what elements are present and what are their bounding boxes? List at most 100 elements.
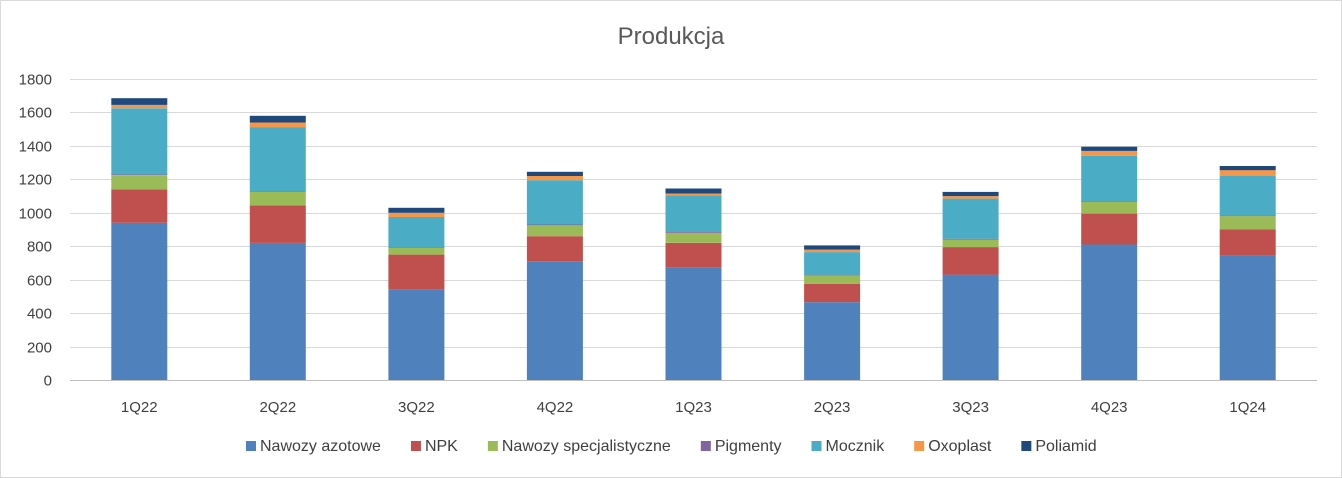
bar-segment xyxy=(1219,176,1276,216)
bar-segment xyxy=(388,289,445,380)
bar-segment xyxy=(388,207,445,213)
bar-segment xyxy=(804,274,861,276)
bar-segment xyxy=(804,252,861,275)
y-tick-label: 1400 xyxy=(19,139,52,156)
legend-swatch xyxy=(811,441,822,451)
bar-stack-3Q23 xyxy=(942,191,999,380)
legend-label: NPK xyxy=(425,438,458,455)
bar-segment xyxy=(1081,201,1138,202)
x-tick-label: 4Q22 xyxy=(537,399,574,416)
bars xyxy=(111,98,1276,380)
bar-segment xyxy=(249,205,306,243)
bar-segment xyxy=(665,188,722,194)
y-tick-label: 600 xyxy=(27,273,52,290)
bar-segment xyxy=(804,283,861,303)
bar-segment xyxy=(1219,216,1276,230)
bar-segment xyxy=(1219,255,1276,380)
bar-segment xyxy=(111,222,168,380)
bar-segment xyxy=(942,196,999,199)
y-tick-label: 1800 xyxy=(19,72,52,89)
bar-segment xyxy=(1081,155,1138,202)
bar-segment xyxy=(942,238,999,240)
bar-segment xyxy=(665,267,722,380)
legend-label: Mocznik xyxy=(826,438,886,455)
y-axis-ticks: 0 200 400 600 800 1000 1200 1400 1600 1800 xyxy=(19,72,52,390)
bar-segment xyxy=(111,189,168,223)
bar-segment xyxy=(804,302,861,380)
legend-label: Pigmenty xyxy=(715,438,782,455)
bar-stack-1Q24 xyxy=(1219,166,1276,380)
bar-segment xyxy=(526,171,583,176)
bar-segment xyxy=(1081,146,1138,151)
x-tick-label: 2Q23 xyxy=(814,399,851,416)
legend-item: Nawozy azotowe xyxy=(246,438,381,455)
legend-item: Oxoplast xyxy=(914,438,992,455)
bar-segment xyxy=(942,247,999,275)
bar-segment xyxy=(526,176,583,181)
x-tick-label: 3Q23 xyxy=(952,399,989,416)
bar-segment xyxy=(665,195,722,232)
y-tick-label: 200 xyxy=(27,340,52,357)
legend: Nawozy azotowe NPK Nawozy specjalistyczne P… xyxy=(246,438,1097,455)
legend-swatch xyxy=(1021,441,1032,451)
bar-segment xyxy=(804,249,861,253)
bar-segment xyxy=(942,274,999,380)
y-tick-label: 1200 xyxy=(19,172,52,189)
x-tick-label: 1Q24 xyxy=(1229,399,1266,416)
bar-segment xyxy=(1219,170,1276,176)
bar-segment xyxy=(665,193,722,196)
y-tick-label: 400 xyxy=(27,306,52,323)
y-tick-label: 800 xyxy=(27,239,52,256)
bar-stack-4Q23 xyxy=(1081,146,1138,380)
bar-segment xyxy=(526,236,583,262)
bar-segment xyxy=(111,98,168,105)
bar-stack-1Q22 xyxy=(111,98,168,380)
chart-title: Produkcja xyxy=(618,23,725,50)
legend-item: Mocznik xyxy=(811,438,886,455)
bar-segment xyxy=(249,127,306,191)
bar-segment xyxy=(526,225,583,237)
bar-segment xyxy=(665,232,722,233)
x-tick-label: 4Q23 xyxy=(1091,399,1128,416)
bar-segment xyxy=(804,275,861,284)
bar-segment xyxy=(526,261,583,380)
legend-swatch xyxy=(246,441,256,451)
bar-segment xyxy=(1081,213,1138,245)
bar-segment xyxy=(804,245,861,250)
legend-item: Poliamid xyxy=(1021,438,1097,455)
x-tick-label: 2Q22 xyxy=(259,399,296,416)
bar-stack-2Q22 xyxy=(249,115,306,380)
bar-segment xyxy=(526,224,583,226)
legend-swatch xyxy=(410,441,421,451)
bar-segment xyxy=(249,191,306,206)
bar-stack-3Q22 xyxy=(388,207,445,380)
legend-item: Nawozy specjalistyczne xyxy=(487,438,671,455)
legend-swatch xyxy=(487,441,498,451)
bar-stack-4Q22 xyxy=(526,171,583,380)
bar-segment xyxy=(665,242,722,268)
y-tick-label: 0 xyxy=(44,373,52,390)
legend-label: Poliamid xyxy=(1035,438,1096,455)
bar-segment xyxy=(249,242,306,380)
bar-segment xyxy=(1081,201,1138,214)
y-tick-label: 1000 xyxy=(19,206,52,223)
bar-segment xyxy=(111,175,168,190)
y-tick-label: 1600 xyxy=(19,105,52,122)
bar-segment xyxy=(942,239,999,247)
bar-segment xyxy=(249,122,306,128)
bar-segment xyxy=(388,212,445,217)
bar-segment xyxy=(388,247,445,248)
bar-segment xyxy=(111,104,168,109)
legend-swatch xyxy=(700,441,711,451)
bar-segment xyxy=(111,108,168,175)
bar-stack-2Q23 xyxy=(804,245,861,380)
bar-segment xyxy=(388,254,445,290)
x-tick-label: 3Q22 xyxy=(398,399,435,416)
bar-segment xyxy=(388,217,445,248)
bar-segment xyxy=(111,174,168,176)
bar-segment xyxy=(1219,215,1276,217)
bar-segment xyxy=(388,247,445,255)
legend-label: Nawozy azotowe xyxy=(260,438,381,455)
bar-segment xyxy=(526,180,583,225)
